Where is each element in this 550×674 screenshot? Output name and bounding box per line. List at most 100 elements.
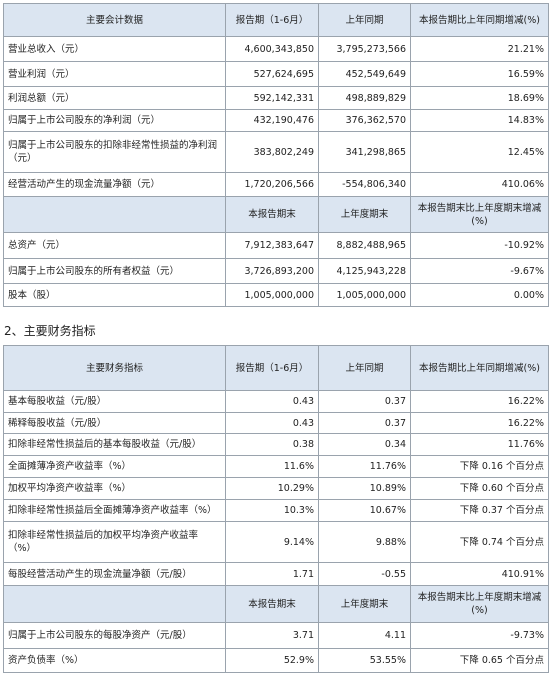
table-cell: 452,549,649 xyxy=(318,61,411,87)
table-row: 基本每股收益（元/股） 0.43 0.37 16.22% xyxy=(3,390,549,413)
table-row: 利润总额（元） 592,142,331 498,889,829 18.69% xyxy=(3,86,549,110)
table-cell: 410.91% xyxy=(410,562,549,586)
table-cell: 1,720,206,566 xyxy=(225,172,319,197)
table-cell: 扣除非经常性损益后的基本每股收益（元/股） xyxy=(3,433,226,456)
table-cell: 341,298,865 xyxy=(318,131,411,173)
table-cell: -9.67% xyxy=(410,258,549,284)
table-cell: 0.00% xyxy=(410,283,549,307)
table-cell: 0.34 xyxy=(318,433,411,456)
table-cell: 10.67% xyxy=(318,499,411,522)
table-cell: 7,912,383,647 xyxy=(225,232,319,259)
table-cell: 每股经营活动产生的现金流量净额（元/股） xyxy=(3,562,226,586)
table-cell: 本报告期比上年同期增减(%) xyxy=(410,345,549,391)
table-cell: 归属于上市公司股东的净利润（元） xyxy=(3,109,226,132)
table-row: 主要会计数据 报告期（1-6月） 上年同期 本报告期比上年同期增减(%) xyxy=(3,3,549,37)
table-row: 主要财务指标 报告期（1-6月） 上年同期 本报告期比上年同期增减(%) xyxy=(3,345,549,391)
table-row: 每股经营活动产生的现金流量净额（元/股） 1.71 -0.55 410.91% xyxy=(3,562,549,586)
table-row: 本报告期末 上年度期末 本报告期末比上年度期末增减(%) xyxy=(3,585,549,623)
table-cell: 4,125,943,228 xyxy=(318,258,411,284)
table-cell: 下降 0.65 个百分点 xyxy=(410,648,549,673)
table-cell: -9.73% xyxy=(410,622,549,649)
table-cell: 本报告期末 xyxy=(225,196,319,233)
table-cell xyxy=(3,196,226,233)
table-cell xyxy=(3,585,226,623)
table-row: 扣除非经常性损益后的基本每股收益（元/股） 0.38 0.34 11.76% xyxy=(3,433,549,456)
table-cell: 0.38 xyxy=(225,433,319,456)
table-cell: 4.11 xyxy=(318,622,411,649)
table-cell: 上年度期末 xyxy=(318,585,411,623)
table-cell: 3,795,273,566 xyxy=(318,36,411,62)
table-row: 扣除非经常性损益后全面摊薄净资产收益率（%） 10.3% 10.67% 下降 0.37… xyxy=(3,499,549,522)
table-cell: -10.92% xyxy=(410,232,549,259)
table-cell: 432,190,476 xyxy=(225,109,319,132)
table-cell: 18.69% xyxy=(410,86,549,110)
table-cell: 11.6% xyxy=(225,455,319,478)
table-cell: 8,882,488,965 xyxy=(318,232,411,259)
table-cell: 16.59% xyxy=(410,61,549,87)
table-cell: 498,889,829 xyxy=(318,86,411,110)
table-cell: 53.55% xyxy=(318,648,411,673)
table-cell: 3,726,893,200 xyxy=(225,258,319,284)
table-cell: 本报告期末 xyxy=(225,585,319,623)
table-cell: 9.14% xyxy=(225,521,319,563)
table-row: 总资产（元） 7,912,383,647 8,882,488,965 -10.92% xyxy=(3,232,549,259)
table-cell: 4,600,343,850 xyxy=(225,36,319,62)
accounting-table: 主要会计数据 报告期（1-6月） 上年同期 本报告期比上年同期增减(%) 营业总收入（元… xyxy=(3,3,549,307)
table-cell: 下降 0.16 个百分点 xyxy=(410,455,549,478)
table-cell: -554,806,340 xyxy=(318,172,411,197)
table-cell: 利润总额（元） xyxy=(3,86,226,110)
table-cell: 股本（股） xyxy=(3,283,226,307)
table-cell: 16.22% xyxy=(410,412,549,434)
section-title: 2、主要财务指标 xyxy=(4,324,96,338)
table-cell: 11.76% xyxy=(410,433,549,456)
table-cell: 592,142,331 xyxy=(225,86,319,110)
table-cell: 527,624,695 xyxy=(225,61,319,87)
table-cell: 下降 0.60 个百分点 xyxy=(410,477,549,500)
table-cell: 410.06% xyxy=(410,172,549,197)
table-cell: 归属于上市公司股东的每股净资产（元/股） xyxy=(3,622,226,649)
table-cell: 本报告期末比上年度期末增减(%) xyxy=(410,585,549,623)
table-row: 归属于上市公司股东的所有者权益（元） 3,726,893,200 4,125,943… xyxy=(3,258,549,284)
table-cell: 资产负债率（%） xyxy=(3,648,226,673)
table-row: 资产负债率（%） 52.9% 53.55% 下降 0.65 个百分点 xyxy=(3,648,549,673)
table-cell: 0.37 xyxy=(318,390,411,413)
table-cell: 上年同期 xyxy=(318,3,411,37)
table-cell: 10.89% xyxy=(318,477,411,500)
table-row: 营业总收入（元） 4,600,343,850 3,795,273,566 21.21% xyxy=(3,36,549,62)
table-cell: 营业总收入（元） xyxy=(3,36,226,62)
table-row: 经营活动产生的现金流量净额（元） 1,720,206,566 -554,806,34… xyxy=(3,172,549,197)
table-cell: 基本每股收益（元/股） xyxy=(3,390,226,413)
table-cell: 16.22% xyxy=(410,390,549,413)
table-row: 本报告期末 上年度期末 本报告期末比上年度期末增减(%) xyxy=(3,196,549,233)
table-cell: 上年同期 xyxy=(318,345,411,391)
table-row: 稀释每股收益（元/股） 0.43 0.37 16.22% xyxy=(3,412,549,434)
table-cell: 主要财务指标 xyxy=(3,345,226,391)
table-cell: 21.21% xyxy=(410,36,549,62)
table-cell: 12.45% xyxy=(410,131,549,173)
table-cell: 0.43 xyxy=(225,412,319,434)
table-cell: 稀释每股收益（元/股） xyxy=(3,412,226,434)
table-cell: 52.9% xyxy=(225,648,319,673)
table-row: 归属于上市公司股东的扣除非经常性损益的净利润（元） 383,802,249 341,… xyxy=(3,131,549,173)
table-cell: 1,005,000,000 xyxy=(318,283,411,307)
table-row: 扣除非经常性损益后的加权平均净资产收益率（%） 9.14% 9.88% 下降 0.74… xyxy=(3,521,549,563)
table-cell: 10.3% xyxy=(225,499,319,522)
table-cell: 主要会计数据 xyxy=(3,3,226,37)
table-cell: 营业利润（元） xyxy=(3,61,226,87)
table-cell: 本报告期比上年同期增减(%) xyxy=(410,3,549,37)
table-cell: 报告期（1-6月） xyxy=(225,3,319,37)
table-cell: -0.55 xyxy=(318,562,411,586)
table-cell: 9.88% xyxy=(318,521,411,563)
table-row: 加权平均净资产收益率（%） 10.29% 10.89% 下降 0.60 个百分点 xyxy=(3,477,549,500)
table-cell: 扣除非经常性损益后全面摊薄净资产收益率（%） xyxy=(3,499,226,522)
table-row: 营业利润（元） 527,624,695 452,549,649 16.59% xyxy=(3,61,549,87)
table-cell: 扣除非经常性损益后的加权平均净资产收益率（%） xyxy=(3,521,226,563)
table-cell: 376,362,570 xyxy=(318,109,411,132)
table-cell: 报告期（1-6月） xyxy=(225,345,319,391)
table-cell: 3.71 xyxy=(225,622,319,649)
table-cell: 14.83% xyxy=(410,109,549,132)
table-cell: 归属于上市公司股东的扣除非经常性损益的净利润（元） xyxy=(3,131,226,173)
indicator-table: 主要财务指标 报告期（1-6月） 上年同期 本报告期比上年同期增减(%) 基本每股收益（… xyxy=(3,345,549,673)
table-cell: 加权平均净资产收益率（%） xyxy=(3,477,226,500)
